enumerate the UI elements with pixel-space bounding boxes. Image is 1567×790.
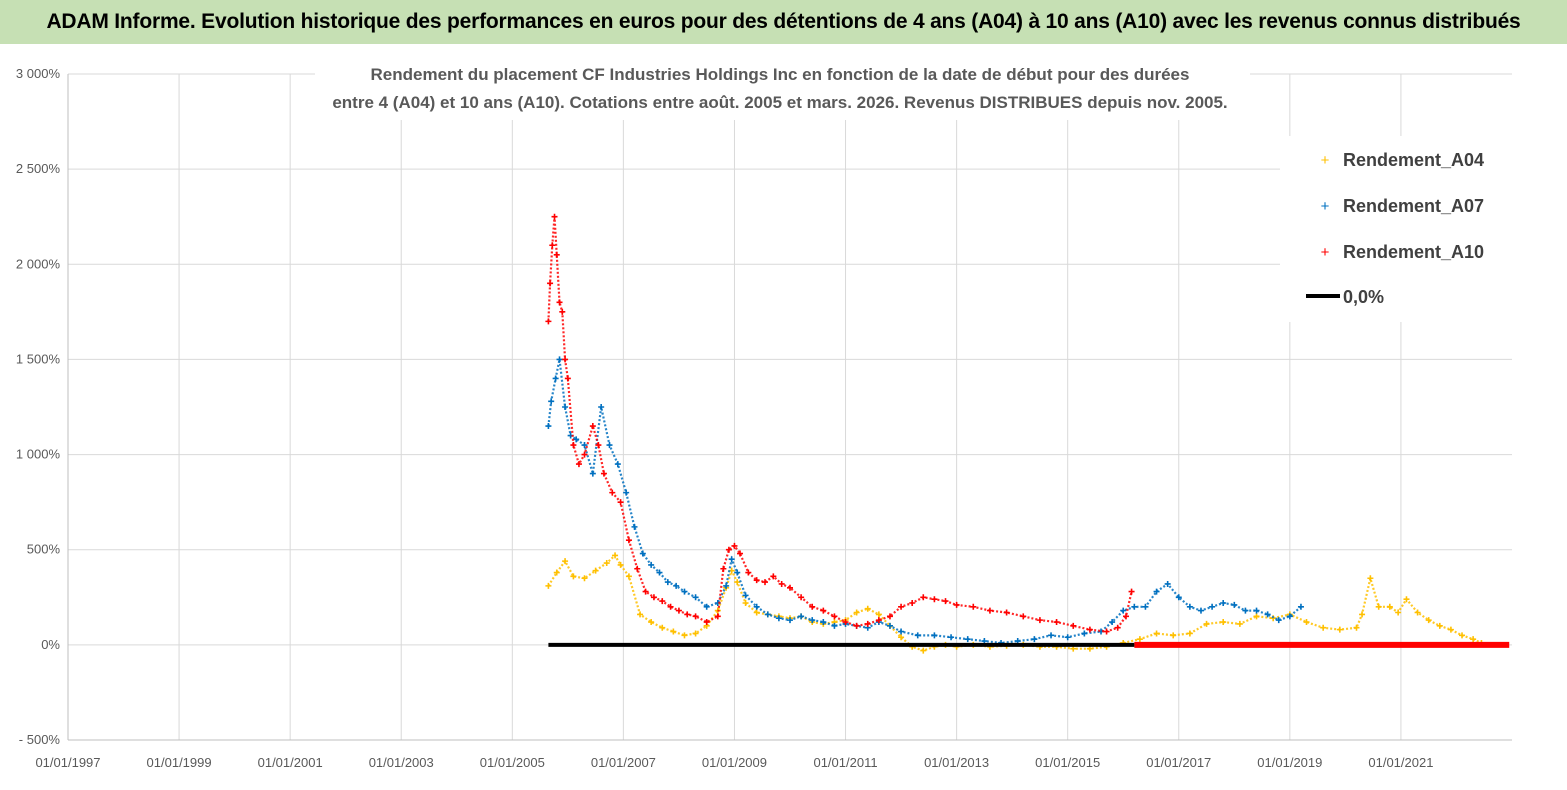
chart-title-line-2: entre 4 (A04) et 10 ans (A10). Cotations…	[332, 93, 1227, 112]
legend-marker-a10: +	[1321, 244, 1330, 261]
y-tick-label: 3 000%	[16, 66, 61, 81]
series-a04	[545, 552, 1485, 654]
x-tick-label: 01/01/2011	[813, 755, 877, 770]
x-tick-label: 01/01/2007	[591, 755, 656, 770]
x-tick-label: 01/01/1999	[147, 755, 212, 770]
legend-marker-a04: +	[1321, 152, 1330, 169]
legend-label-a07: Rendement_A07	[1343, 196, 1484, 216]
y-tick-label: 0%	[41, 637, 60, 652]
x-tick-label: 01/01/2021	[1368, 755, 1433, 770]
data-point	[573, 436, 580, 443]
x-tick-label: 01/01/1997	[35, 755, 100, 770]
data-point	[1175, 594, 1182, 601]
series-trace	[547, 359, 1302, 645]
data-point	[1153, 588, 1160, 595]
data-point	[1109, 619, 1116, 626]
data-point	[898, 634, 905, 641]
page-title: ADAM Informe. Evolution historique des p…	[46, 10, 1521, 33]
x-tick-label: 01/01/2019	[1257, 755, 1322, 770]
legend: + Rendement_A04 + Rendement_A07 + Rendem…	[1280, 136, 1512, 322]
data-point	[745, 569, 752, 576]
x-tick-label: 01/01/2015	[1035, 755, 1100, 770]
x-tick-label: 01/01/2003	[369, 755, 434, 770]
y-tick-label: 2 000%	[16, 256, 61, 271]
chart-title-line-1: Rendement du placement CF Industries Hol…	[371, 65, 1190, 84]
x-tick-label: 01/01/2017	[1146, 755, 1211, 770]
axes: 3 000% 2 500% 2 000% 1 500% 1 000% 500% 0% - 50…	[16, 66, 1512, 770]
chart-title-background	[315, 58, 1250, 120]
data-point	[753, 603, 760, 610]
legend-marker-a07: +	[1321, 198, 1330, 215]
legend-label-a04: Rendement_A04	[1343, 150, 1484, 170]
series-a07	[545, 356, 1304, 646]
data-point	[592, 567, 599, 574]
y-tick-label: - 500%	[19, 732, 61, 747]
legend-label-zero: 0,0%	[1343, 287, 1384, 307]
header-band	[0, 0, 1567, 44]
series-trace	[547, 553, 1482, 652]
y-tick-label: 1 000%	[16, 447, 61, 462]
y-tick-label: 1 500%	[16, 351, 61, 366]
y-tick-label: 2 500%	[16, 161, 61, 176]
chart-frame: 3 000% 2 500% 2 000% 1 500% 1 000% 500% 0% - 50…	[0, 44, 1567, 790]
y-tick-label: 500%	[27, 542, 61, 557]
x-tick-label: 01/01/2001	[258, 755, 323, 770]
legend-background	[1280, 136, 1512, 322]
data-point	[1120, 607, 1127, 614]
chart-svg: 3 000% 2 500% 2 000% 1 500% 1 000% 500% 0% - 50…	[16, 58, 1512, 770]
data-point	[1414, 609, 1421, 616]
x-tick-label: 01/01/2005	[480, 755, 545, 770]
series-a10	[545, 213, 1135, 635]
series-trace	[547, 216, 1133, 633]
chart-title-group: Rendement du placement CF Industries Hol…	[315, 58, 1250, 120]
x-tick-label: 01/01/2013	[924, 755, 989, 770]
data-point	[553, 569, 560, 576]
legend-label-a10: Rendement_A10	[1343, 242, 1484, 262]
x-tick-label: 01/01/2009	[702, 755, 767, 770]
series-layer	[545, 213, 1510, 654]
